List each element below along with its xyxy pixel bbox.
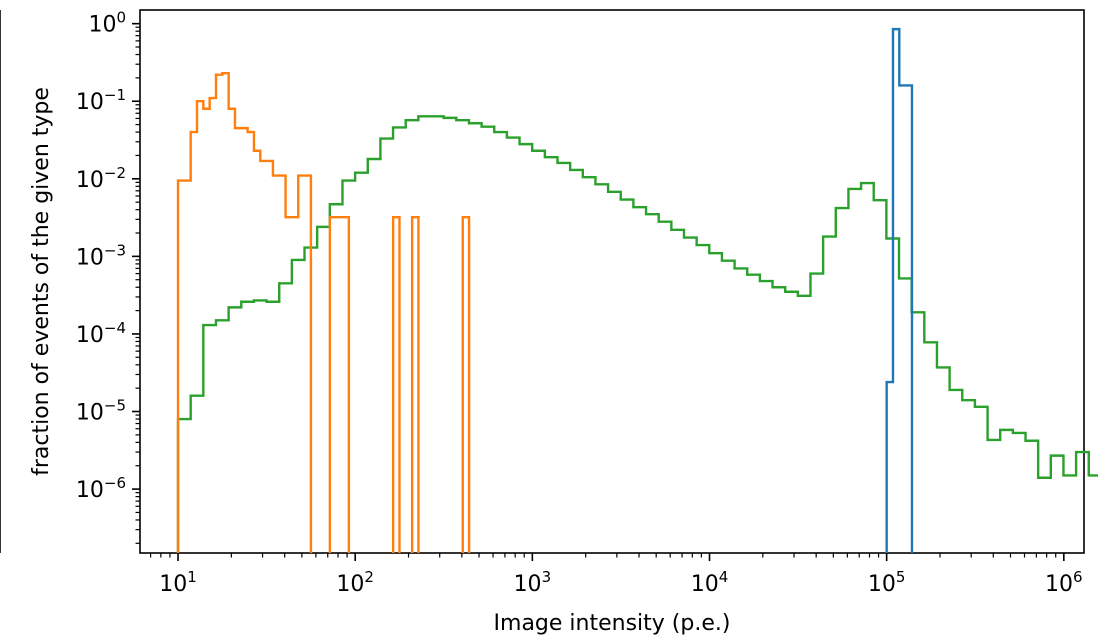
y-tick-label: 10−4 (76, 319, 126, 348)
x-tick-label: 106 (1045, 568, 1083, 597)
series-layer (176, 27, 1098, 553)
x-tick-label: 101 (159, 568, 197, 597)
y-axis-label: fraction of events of the given type (29, 87, 54, 476)
y-tick-label: 10−2 (76, 164, 126, 193)
y-axis-ticks: 100 10−1 10−2 10−3 10−4 10−5 10−6 (76, 9, 140, 544)
series-green-histogram (176, 115, 1098, 553)
y-tick-label: 10−1 (76, 86, 126, 115)
y-tick-label: 10−3 (76, 241, 126, 270)
y-tick-label: 100 (88, 9, 126, 38)
x-axis-label: Image intensity (p.e.) (494, 611, 731, 636)
y-tick-label: 10−6 (76, 474, 126, 503)
series-orange-histogram (176, 71, 471, 553)
x-tick-label: 102 (336, 568, 374, 597)
x-tick-label: 105 (868, 568, 906, 597)
x-tick-label: 103 (514, 568, 552, 597)
x-axis-ticks: 101 102 103 104 105 106 (149, 553, 1083, 597)
x-tick-label: 104 (691, 568, 729, 597)
plot-area-frame (139, 9, 1085, 554)
series-blue-histogram (885, 27, 914, 553)
y-tick-label: 10−5 (76, 397, 126, 426)
